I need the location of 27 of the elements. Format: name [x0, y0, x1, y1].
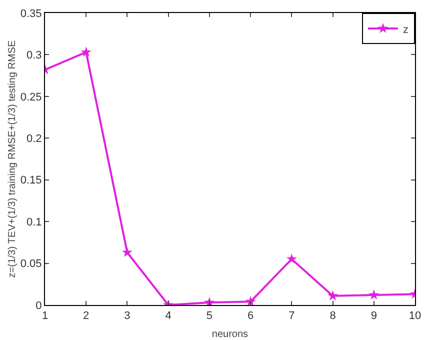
x-tick-label: 8 — [330, 310, 336, 322]
legend-label: z — [403, 24, 408, 36]
x-tick-label: 9 — [370, 310, 377, 322]
point — [286, 254, 297, 264]
x-tick-label: 10 — [408, 310, 422, 322]
x-tick-label: 2 — [83, 310, 90, 322]
point — [245, 296, 256, 305]
x-tick-label: 7 — [288, 310, 295, 322]
y-tick-label: 0.25 — [20, 91, 42, 104]
x-tick-label: 1 — [42, 310, 48, 322]
y-tick-label: 0.35 — [20, 8, 42, 20]
x-tick-label: 5 — [206, 310, 213, 322]
point — [122, 246, 133, 257]
x-tick-label: 6 — [247, 310, 254, 322]
point — [327, 290, 338, 300]
y-tick-label: 0 — [36, 300, 42, 312]
y-tick-label: 0.15 — [20, 174, 42, 187]
y-tick-label: 0.3 — [26, 50, 42, 62]
x-tick-label: 4 — [165, 310, 172, 322]
y-tick-label: 0.05 — [20, 258, 42, 270]
point — [368, 289, 380, 300]
y-axis-title: z=(1/3) TEV+(1/3) training RMSE+(1/3) testing RMSE — [7, 40, 18, 278]
y-tick-label: 0.1 — [26, 216, 42, 228]
x-tick-label: 3 — [124, 310, 130, 322]
point — [80, 46, 92, 57]
y-tick-label: 0.2 — [26, 132, 42, 145]
x-axis-title: neurons — [212, 329, 248, 340]
